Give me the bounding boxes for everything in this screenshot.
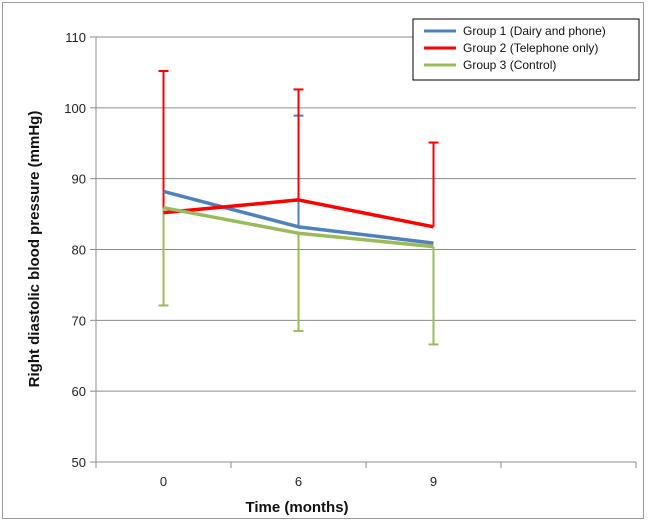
y-axis-title: Right diastolic blood pressure (mmHg) [26, 111, 43, 388]
legend-label-3: Group 3 (Control) [463, 58, 556, 72]
chart-frame [2, 2, 644, 519]
y-tick-label: 70 [72, 313, 86, 328]
y-tick-label: 110 [65, 30, 86, 45]
series-line-2 [163, 198, 434, 229]
series-layer [158, 70, 439, 346]
series-line-1 [163, 189, 434, 245]
legend-label-1: Group 1 (Dairy and phone) [463, 24, 606, 38]
y-tick-label: 90 [72, 172, 86, 187]
legend-label-2: Group 2 (Telephone only) [463, 41, 598, 55]
x-axis-title: Time (months) [245, 499, 348, 516]
x-tick-label: 6 [295, 474, 302, 489]
axes [90, 36, 637, 468]
y-tick-label: 60 [72, 384, 86, 399]
tick-labels: 50 60 70 80 90 100 110 0 6 9 [64, 30, 437, 489]
y-tick-label: 50 [72, 455, 86, 470]
legend: Group 1 (Dairy and phone) Group 2 (Teleph… [412, 18, 640, 81]
y-tick-label: 80 [72, 243, 86, 258]
series-line-3 [163, 205, 434, 249]
x-tick-label: 0 [160, 474, 167, 489]
y-tick-label: 100 [64, 101, 86, 116]
x-tick-label: 9 [430, 474, 437, 489]
